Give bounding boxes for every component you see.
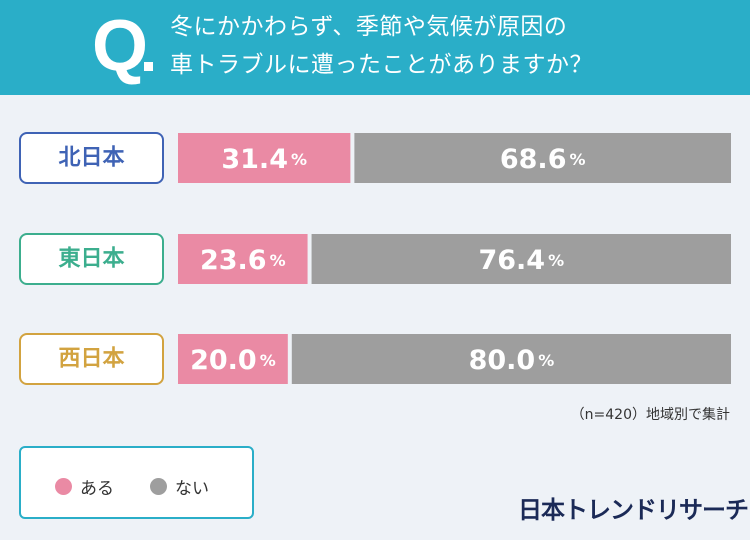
legend-label-nai: ない bbox=[175, 479, 209, 499]
bar-nai-3 bbox=[291, 334, 731, 384]
region-label-1: 北日本 bbox=[58, 146, 124, 171]
region-box-3 bbox=[19, 333, 164, 385]
legend: ある ない bbox=[19, 446, 254, 519]
bar-nai-1 bbox=[354, 133, 731, 183]
sample-note: （n=420）地域別で集計 bbox=[570, 407, 730, 423]
legend-label-aru: ある bbox=[80, 479, 114, 499]
value-label-nai-3: 80.0% bbox=[469, 345, 555, 376]
legend-item-aru: ある bbox=[55, 474, 114, 499]
legend-item-nai: ない bbox=[150, 474, 209, 499]
question-mark-dot bbox=[144, 62, 153, 71]
region-box-1 bbox=[19, 132, 164, 184]
value-label-aru-3: 20.0% bbox=[190, 345, 276, 376]
legend-swatch-aru bbox=[55, 478, 72, 495]
bar-aru-1 bbox=[178, 133, 351, 183]
question-header: Q 冬にかかわらず、季節や気候が原因の 車トラブルに遭ったことがありますか？ bbox=[0, 0, 750, 95]
value-label-nai-1: 68.6% bbox=[500, 144, 586, 175]
question-mark: Q bbox=[92, 6, 149, 86]
question-line-1: 冬にかかわらず、季節や気候が原因の bbox=[170, 14, 568, 40]
legend-swatch-nai bbox=[150, 478, 167, 495]
bar-aru-2 bbox=[178, 234, 308, 284]
value-label-aru-2: 23.6% bbox=[200, 245, 286, 276]
brand-logo: 日本トレンドリサーチ bbox=[518, 497, 749, 524]
region-box-2 bbox=[19, 233, 164, 285]
bar-nai-2 bbox=[311, 234, 731, 284]
value-label-aru-1: 31.4% bbox=[221, 144, 307, 175]
question-line-2: 車トラブルに遭ったことがありますか？ bbox=[170, 52, 593, 78]
value-label-nai-2: 76.4% bbox=[478, 245, 564, 276]
bar-aru-3 bbox=[178, 334, 288, 384]
region-label-2: 東日本 bbox=[58, 247, 124, 272]
question-text: 冬にかかわらず、季節や気候が原因の 車トラブルに遭ったことがありますか？ bbox=[170, 8, 730, 84]
region-label-3: 西日本 bbox=[58, 347, 124, 372]
